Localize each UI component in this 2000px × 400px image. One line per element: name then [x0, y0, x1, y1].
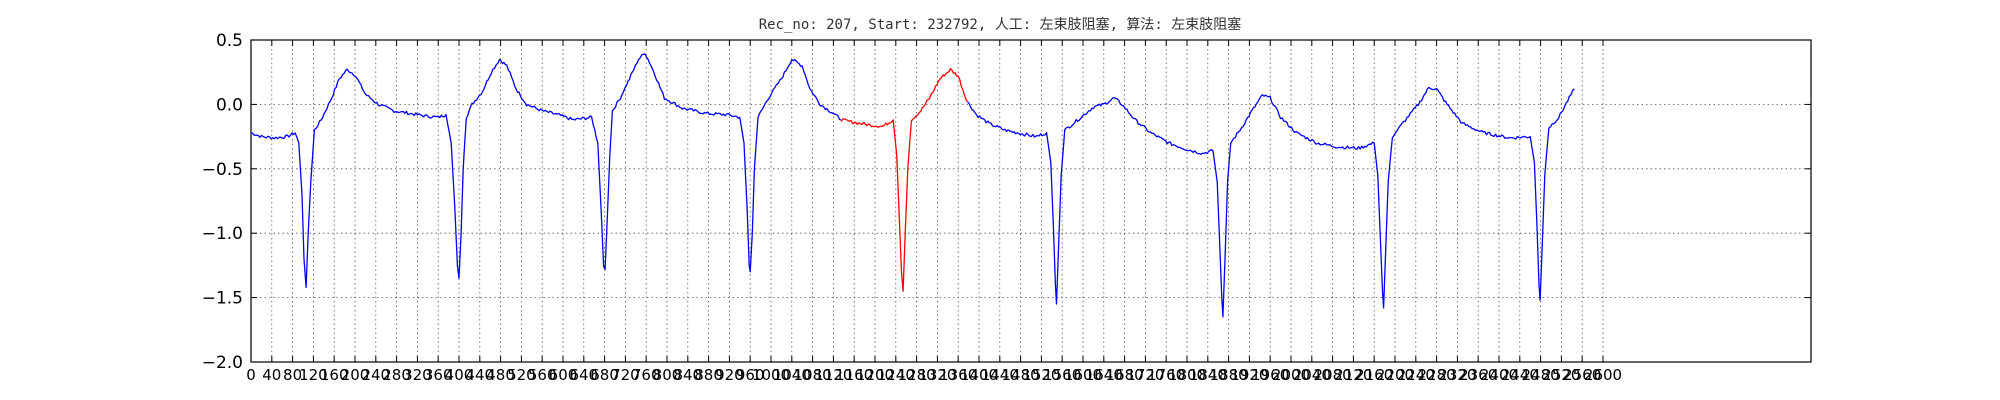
x-tick-label: 280	[382, 366, 411, 384]
x-tick-label: 680	[590, 366, 619, 384]
x-tick-label: 2600	[1584, 366, 1622, 384]
x-tick-label: 200	[341, 366, 370, 384]
x-tick-label: 1200	[856, 366, 894, 384]
x-tick-label: 2360	[1459, 366, 1497, 384]
y-tick-label: −1.5	[202, 289, 243, 309]
x-tick-label: 1400	[960, 366, 998, 384]
y-tick-label: −1.0	[202, 224, 243, 244]
x-tick-label: 2400	[1480, 366, 1518, 384]
x-tick-label: 1840	[1189, 366, 1227, 384]
x-tick-label: 2440	[1501, 366, 1539, 384]
series-layer	[250, 53, 1575, 318]
x-tick-label: 2120	[1334, 366, 1372, 384]
x-tick-label: 1480	[1002, 366, 1040, 384]
x-tick-label: 1240	[877, 366, 915, 384]
x-tick-label: 240	[361, 366, 390, 384]
x-tick-label: 2560	[1563, 366, 1601, 384]
x-tick-label: 600	[549, 366, 578, 384]
x-tick-label: 2160	[1355, 366, 1393, 384]
x-tick-label: 1280	[898, 366, 936, 384]
x-tick-label: 480	[486, 366, 515, 384]
x-tick-label: 1040	[773, 366, 811, 384]
x-tick-label: 840	[673, 366, 702, 384]
x-tick-label: 1640	[1085, 366, 1123, 384]
x-tick-label: 920	[715, 366, 744, 384]
ecg-signal-line	[250, 53, 842, 288]
x-tick-label: 1360	[939, 366, 977, 384]
x-tick-label: 2520	[1542, 366, 1580, 384]
ecg-signal-line	[967, 86, 1575, 318]
x-tick-label: 1120	[814, 366, 852, 384]
chart-title: Rec_no: 207, Start: 232792, 人工: 左束肢阻塞, 算…	[758, 17, 1242, 33]
x-tick-label: 960	[736, 366, 765, 384]
x-tick-label: 760	[632, 366, 661, 384]
x-tick-label: 440	[465, 366, 494, 384]
y-tick-label: −0.5	[202, 160, 243, 180]
x-tick-label: 360	[424, 366, 453, 384]
x-tick-label: 1800	[1168, 366, 1206, 384]
x-tick-label: 520	[507, 366, 536, 384]
grid-lines	[251, 40, 1811, 362]
x-tick-label: 1080	[794, 366, 832, 384]
x-tick-label: 2480	[1522, 366, 1560, 384]
x-tick-label: 1680	[1106, 366, 1144, 384]
y-tick-label: 0.0	[216, 95, 243, 115]
x-tick-label: 560	[528, 366, 557, 384]
x-tick-label: 880	[694, 366, 723, 384]
x-tick-label: 1160	[835, 366, 873, 384]
highlighted-beat-line	[840, 68, 969, 292]
x-tick-label: 800	[653, 366, 682, 384]
x-axis: 0 40 8012016020024028032036040044048052056…	[246, 40, 1622, 384]
x-tick-label: 2280	[1418, 366, 1456, 384]
x-tick-label: 2240	[1397, 366, 1435, 384]
x-tick-label: 1760	[1147, 366, 1185, 384]
x-tick-label: 2200	[1376, 366, 1414, 384]
y-axis: 0.5 0.0 −0.5 −1.0 −1.5 −2.0	[202, 31, 1811, 373]
x-tick-label: 1520	[1022, 366, 1060, 384]
x-tick-label: 2040	[1293, 366, 1331, 384]
x-tick-label: 320	[403, 366, 432, 384]
x-tick-label: 80	[283, 366, 302, 384]
x-tick-label: 2320	[1438, 366, 1476, 384]
x-tick-label: 2080	[1314, 366, 1352, 384]
x-tick-label: 160	[320, 366, 349, 384]
x-tick-label: 400	[445, 366, 474, 384]
x-tick-label: 1880	[1210, 366, 1248, 384]
x-tick-label: 1440	[981, 366, 1019, 384]
x-tick-label: 40	[262, 366, 281, 384]
x-tick-label: 0	[246, 366, 256, 384]
x-tick-label: 1000	[752, 366, 790, 384]
x-tick-label: 2000	[1272, 366, 1310, 384]
x-tick-label: 640	[569, 366, 598, 384]
x-tick-label: 1600	[1064, 366, 1102, 384]
plot-frame	[250, 39, 1812, 363]
x-tick-label: 1920	[1230, 366, 1268, 384]
y-tick-label: −2.0	[202, 353, 243, 373]
x-tick-label: 1720	[1126, 366, 1164, 384]
y-tick-label: 0.5	[216, 31, 243, 51]
x-tick-label: 1320	[918, 366, 956, 384]
x-tick-label: 1560	[1043, 366, 1081, 384]
x-tick-label: 1960	[1251, 366, 1289, 384]
x-tick-label: 120	[299, 366, 328, 384]
x-tick-label: 720	[611, 366, 640, 384]
